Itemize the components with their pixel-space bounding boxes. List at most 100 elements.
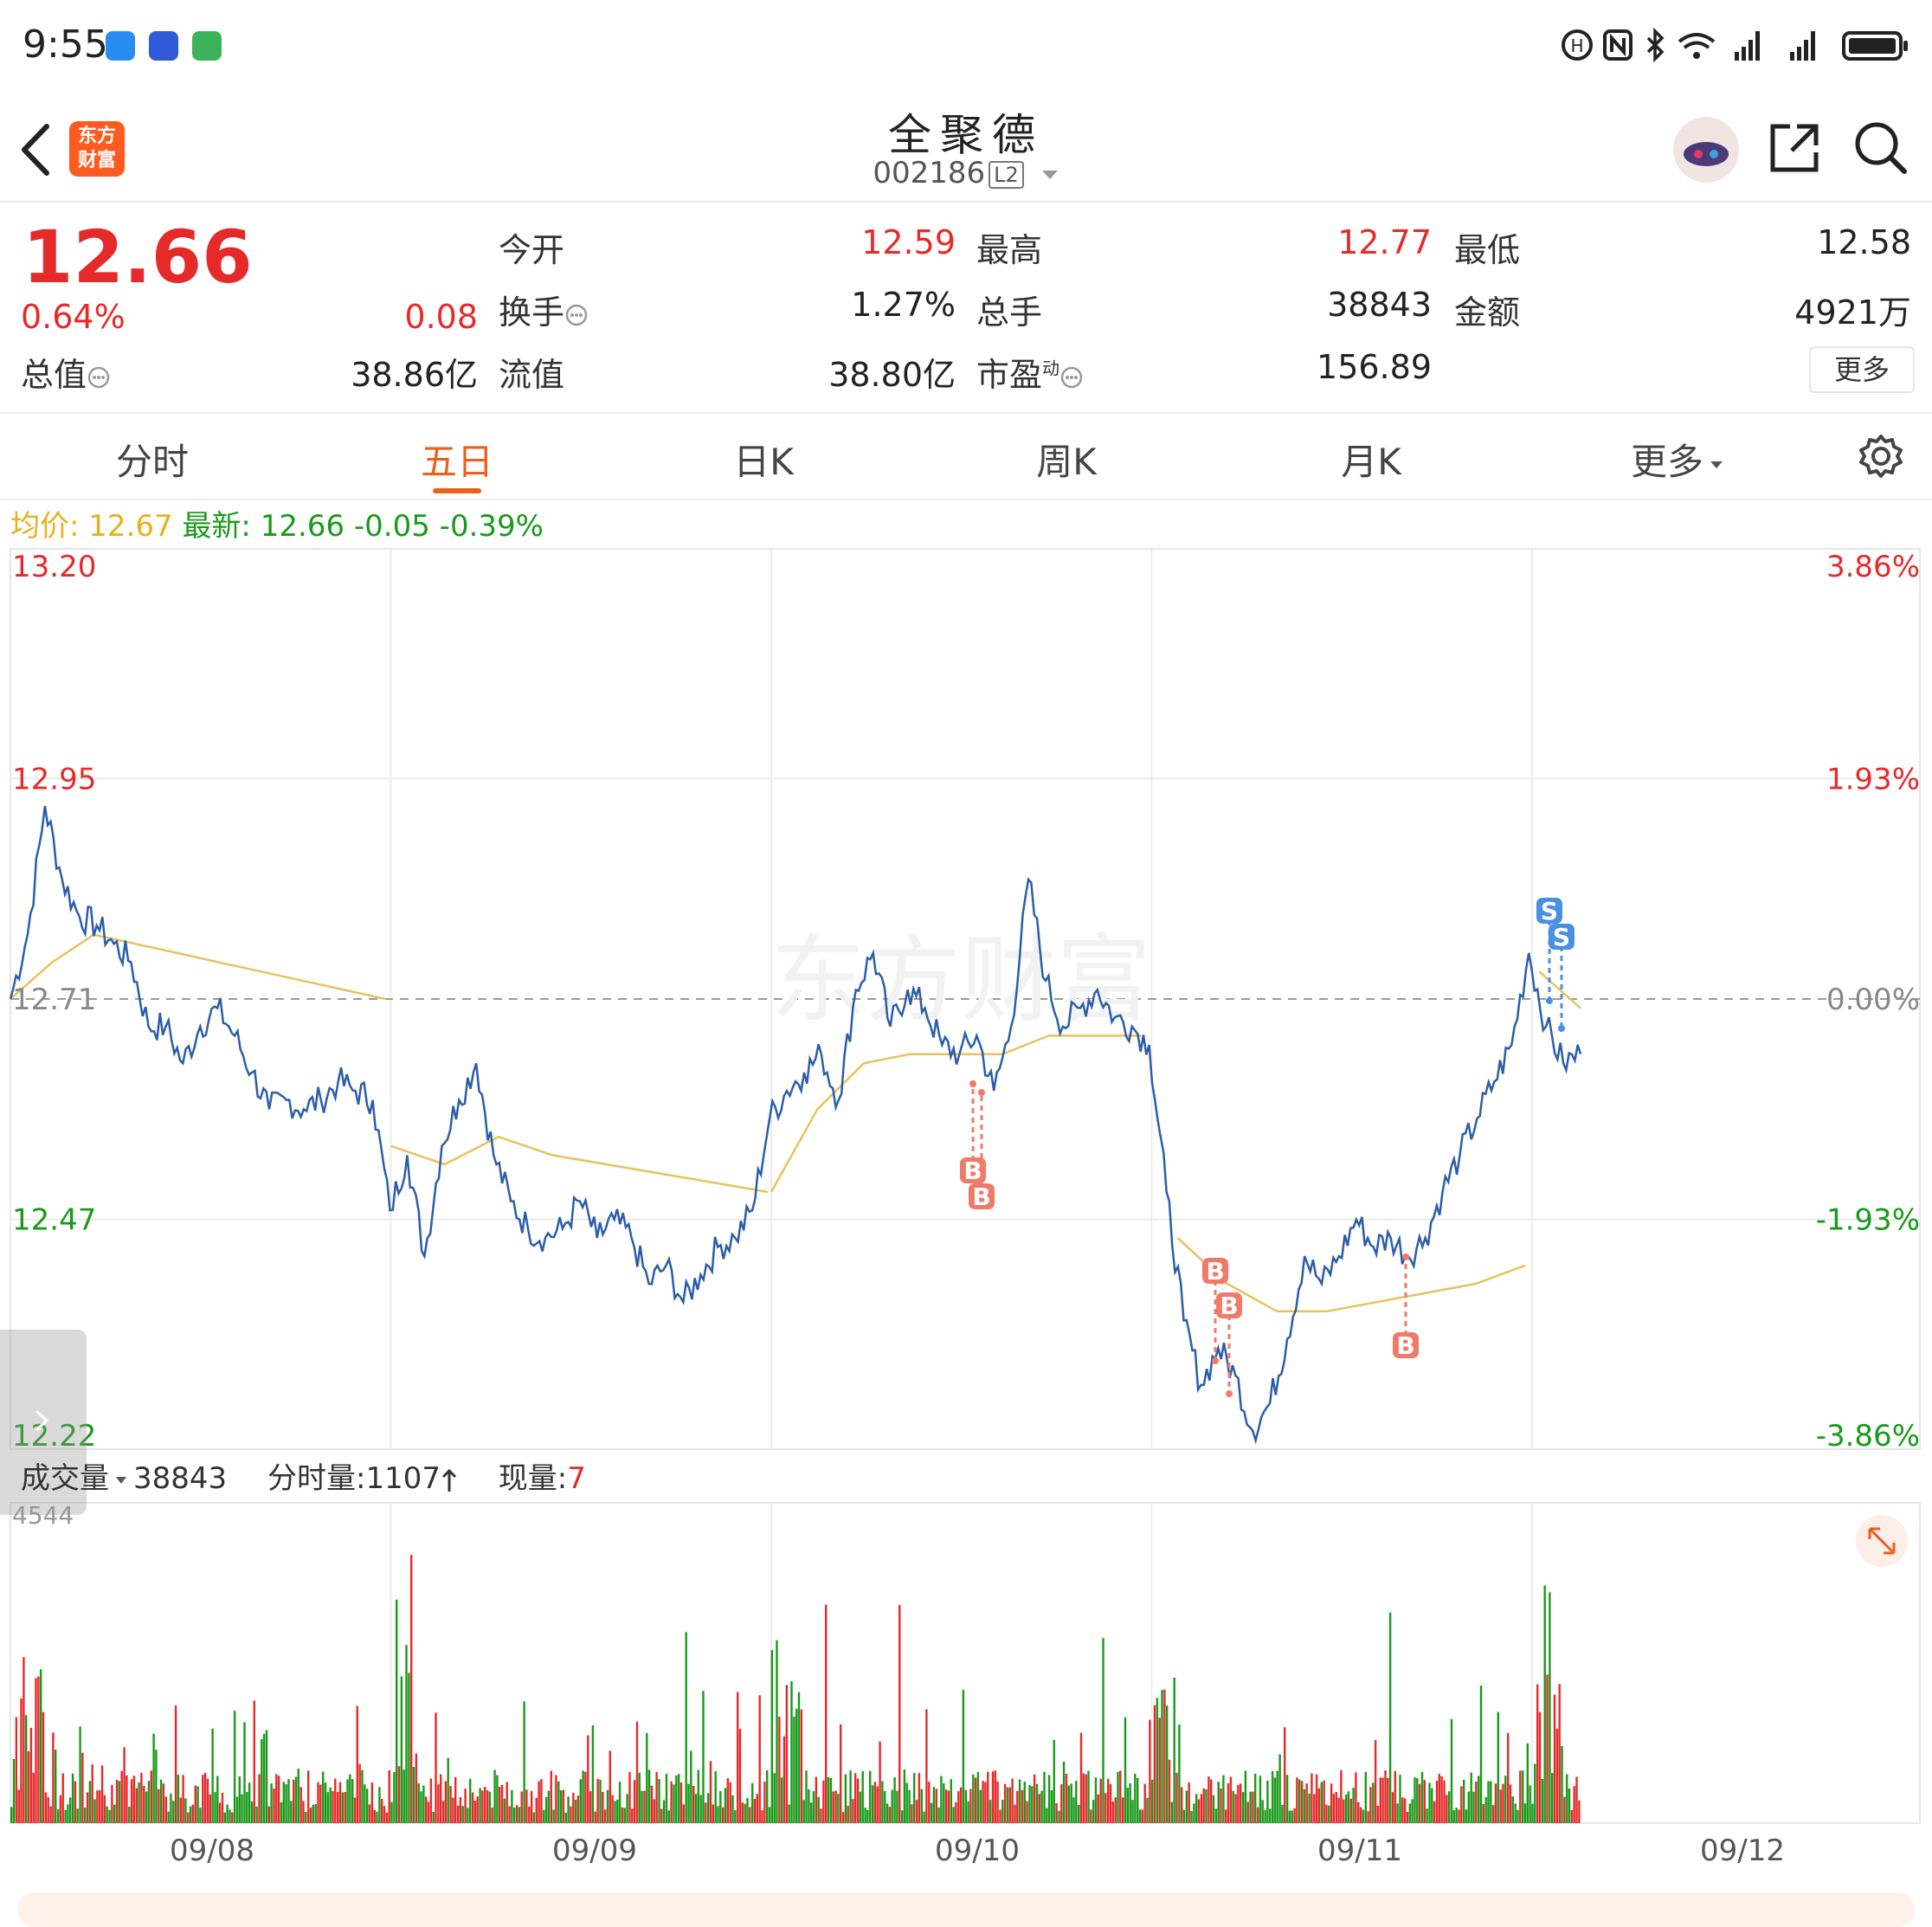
volume-bar [1151,1779,1154,1823]
date-label-1: 09/08 [170,1834,254,1868]
buy-marker [969,1183,995,1209]
marker-point [1558,1025,1565,1032]
assistant-avatar-icon[interactable] [1671,114,1742,185]
volume-bar [246,1792,248,1823]
tab-more[interactable]: 更多 [1582,433,1773,486]
volume-bar [638,1772,641,1823]
volume-bar [1094,1777,1098,1823]
search-icon[interactable] [1852,119,1909,177]
volume-bar [1447,1791,1451,1823]
volume-bar [1208,1776,1210,1823]
tab-daily-k[interactable]: 日K [733,441,794,483]
volume-bar [1406,1812,1409,1823]
volume-selector[interactable]: 成交量 [21,1461,133,1496]
more-quote-button[interactable]: 更多 [1809,346,1915,393]
volume-bar [999,1809,1001,1823]
market-cap-label[interactable]: 总值 [21,348,111,396]
volume-bar [324,1782,327,1823]
volume-bar [191,1804,195,1823]
volume-bar [1244,1770,1247,1823]
volume-bar [216,1776,219,1823]
tab-weekly-k[interactable]: 周K [1036,441,1097,483]
chart-info-line: 均价: 12.67 最新: 12.66 -0.05 -0.39% [10,502,544,545]
volume-bar [729,1782,731,1823]
pe-label[interactable]: 市盈动 [976,348,1084,396]
volume-bar [1060,1784,1063,1823]
volume-bar [647,1769,651,1823]
volume-bar [562,1789,565,1823]
volume-bar [184,1798,187,1823]
volume-bar [635,1721,639,1823]
bottom-trade-bar[interactable] [17,1892,1915,1927]
volume-bar [373,1809,376,1823]
turnover-label[interactable]: 换手 [499,286,589,333]
expand-icon[interactable] [1856,1515,1908,1567]
volume-bar [488,1791,492,1823]
volume-bar [1107,1778,1110,1823]
volume-bar [834,1790,837,1823]
volume-bar [199,1808,202,1823]
volume-bar [559,1790,563,1823]
volume-bar [782,1736,786,1823]
pct-axis-label: 1.93% [1826,762,1920,796]
volume-bar [1394,1770,1396,1823]
volume-bar [766,1769,769,1823]
volume-bar [1102,1638,1104,1823]
marker-label: B [963,1157,982,1185]
volume-bar [32,1772,35,1823]
volume-bar [1193,1803,1195,1823]
volume-bar [552,1809,555,1823]
volume-bar [108,1809,111,1823]
volume-bar [1519,1770,1522,1823]
tab-five-day[interactable]: 五日 [420,441,493,483]
volume-bar [1446,1795,1448,1823]
volume-bar [918,1773,921,1823]
volume-bar [1185,1790,1188,1823]
tab-monthly-k[interactable]: 月K [1341,441,1401,483]
volume-max-label: 4544 [12,1501,74,1530]
volume-bar [1484,1796,1487,1823]
marker-label: B [1220,1292,1238,1320]
volume-bar [1075,1781,1078,1823]
gear-icon[interactable] [1858,433,1904,480]
volume-bar [189,1806,192,1823]
volume-bar [964,1789,967,1823]
volume-bar [660,1808,663,1823]
float-value-label: 流值 [499,356,565,394]
app-logo[interactable]: 东方 财富 [69,121,125,177]
share-icon[interactable] [1766,119,1823,177]
signal-icon-2 [1790,31,1815,61]
volume-bar [1490,1781,1492,1823]
volume-bar [265,1730,268,1823]
browser-app-icon [149,31,178,61]
volume-bar [1006,1787,1009,1823]
volume-bar [1104,1793,1107,1823]
chevron-left-icon[interactable] [19,123,54,177]
volume-bar [294,1776,298,1823]
volume-bar [751,1782,754,1823]
side-drawer-handle[interactable] [0,1330,87,1515]
volume-bar [1281,1804,1284,1823]
volume-bar [1256,1807,1259,1823]
stock-code-row[interactable]: 002186 L2 [0,156,1932,190]
volume-bar [1178,1724,1181,1823]
volume-bar [415,1753,418,1823]
five-day-chart[interactable]: 东方财富 13.20 3.86% 12.95 1.93% 12.71 0.00% 12.47… [0,545,1932,1827]
volume-bar [103,1795,106,1823]
pct-axis-label: -1.93% [1816,1203,1920,1238]
volume-bar [976,1772,980,1823]
volume-bar [1237,1784,1240,1823]
volume-bar [441,1801,445,1823]
volume-bar [1575,1776,1578,1823]
marker-point [978,1089,985,1096]
volume-bar [396,1599,398,1823]
volume-bar [297,1769,299,1823]
volume-bar [1173,1678,1175,1823]
volume-bar [707,1793,710,1823]
volume-bar [1431,1788,1433,1823]
volume-bar [1494,1783,1497,1823]
low-value: 12.58 [1817,223,1911,261]
volume-bar [1062,1762,1066,1823]
volume-bar [1420,1771,1424,1823]
tab-intraday[interactable]: 分时 [115,441,189,483]
